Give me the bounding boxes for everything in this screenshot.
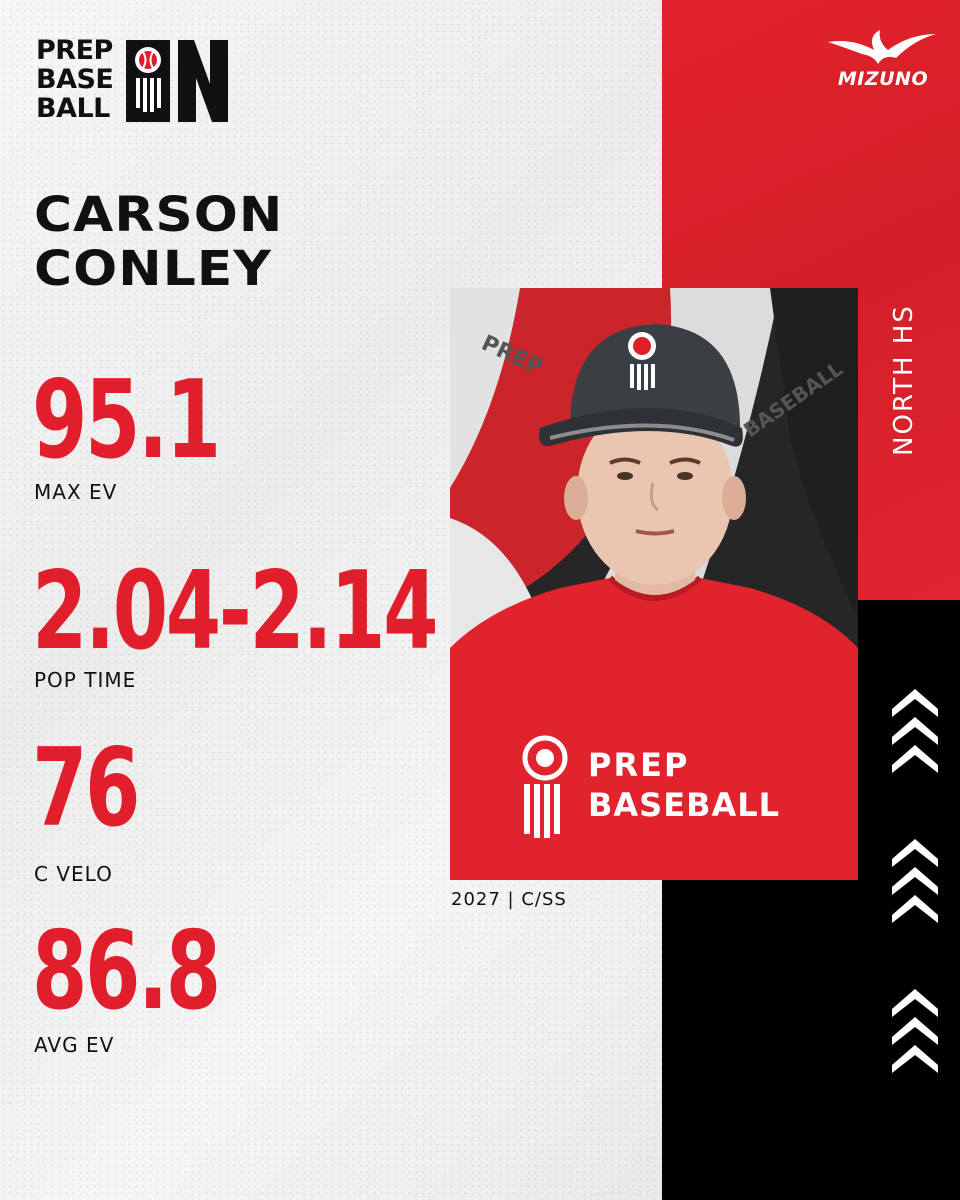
class-position-caption: 2027 | C/SS [451, 889, 567, 910]
chevron-up-icon [892, 689, 938, 773]
stat-max-ev-label: MAX EV [34, 480, 118, 504]
school-name: NORTH HS [889, 304, 919, 456]
logo-wordmark: PREP BASE BALL [36, 35, 114, 124]
player-last-name: CONLEY [34, 241, 272, 297]
logo-word-base: BASE [36, 64, 114, 95]
stat-max-ev-value: 95.1 [32, 358, 221, 483]
sponsor-name: MIZUNO [837, 68, 929, 90]
stat-avg-ev-label: AVG EV [34, 1033, 115, 1057]
mizuno-logo: MIZUNO [822, 28, 942, 92]
mizuno-runbird-icon [828, 30, 936, 64]
stat-c-velo-value: 76 [32, 726, 140, 851]
chevron-up-icon [892, 839, 938, 923]
stat-c-velo-label: C VELO [34, 862, 113, 886]
stat-pop-time-label: POP TIME [34, 668, 137, 692]
logo-word-ball: BALL [36, 93, 110, 124]
player-first-name: CARSON [34, 187, 284, 243]
shirt-text-baseball: BASEBALL [588, 786, 780, 824]
in-mark-icon [126, 40, 228, 122]
player-photo-illustration: PREP BASEBALL PREP BASE [450, 288, 858, 880]
stat-pop-time-value: 2.04-2.14 [32, 549, 439, 674]
player-photo: PREP BASEBALL PREP BASE [450, 288, 858, 880]
stat-avg-ev-value: 86.8 [32, 909, 221, 1034]
shirt-text-prep: PREP [588, 746, 689, 784]
logo-word-prep: PREP [36, 35, 113, 66]
prep-baseball-in-logo: PREP BASE BALL [36, 36, 236, 128]
chevron-up-icon [892, 989, 938, 1073]
player-name: CARSON CONLEY [34, 188, 283, 296]
